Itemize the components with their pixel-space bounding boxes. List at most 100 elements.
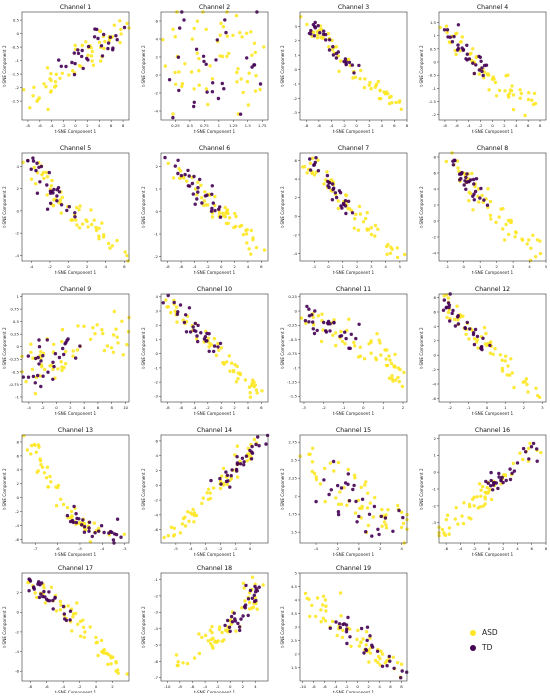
asd-point (365, 211, 369, 215)
td-point (489, 470, 493, 475)
asd-point (445, 513, 450, 517)
asd-point (444, 24, 449, 28)
asd-point (334, 343, 338, 348)
x-tick-label: 1 (479, 264, 482, 269)
td-point (344, 623, 349, 627)
asd-point (360, 506, 364, 510)
td-point (209, 209, 214, 213)
x-tick-label: -6 (317, 123, 321, 128)
td-point (392, 666, 396, 670)
td-point (312, 34, 317, 38)
y-tick-label: -1 (15, 58, 19, 63)
asd-point (521, 380, 525, 384)
td-point (472, 71, 476, 76)
asd-point (464, 332, 468, 336)
asd-point (178, 531, 183, 535)
td-point (182, 18, 186, 22)
asd-point (38, 457, 42, 461)
asd-point (488, 351, 493, 355)
td-point (229, 614, 234, 619)
td-point (192, 328, 196, 333)
x-tick-label: -1 (467, 405, 471, 410)
td-point (473, 327, 478, 332)
td-point (357, 63, 361, 68)
td-point (477, 68, 482, 72)
plot-frame (160, 11, 269, 121)
chart-panel-11: Channel 11-3 -2 -1 0 1 2-1.5-1.25-1-0.75-0.5-… (280, 286, 408, 416)
asd-point (310, 603, 314, 608)
y-tick-label: 0.5 (13, 18, 20, 23)
y-tick-label: -4 (293, 251, 297, 256)
chart-panel-2: Channel 20.25 0.5 0.75 1 1.25 1.5 1.75-4-20246… (141, 4, 269, 134)
td-point (344, 630, 349, 634)
td-point (508, 467, 512, 471)
asd-point (380, 524, 384, 528)
asd-point (367, 660, 371, 664)
asd-point (171, 176, 176, 180)
x-tick-label: -2 (216, 684, 220, 689)
asd-point (358, 354, 363, 358)
td-point (45, 338, 49, 342)
y-tick-label: -0.5 (428, 73, 436, 78)
asd-point (376, 79, 380, 84)
td-point (347, 60, 352, 65)
plot-frame (299, 434, 408, 544)
td-point (375, 649, 380, 653)
asd-point (505, 373, 509, 377)
td-point (41, 594, 45, 599)
y-tick-label: 1 (156, 186, 159, 191)
asd-point (100, 221, 104, 225)
td-point (26, 375, 31, 379)
chart-title: Channel 18 (197, 565, 232, 572)
td-point (100, 54, 105, 58)
td-point (216, 345, 220, 349)
td-point (76, 51, 81, 56)
x-tick-label: -8 (304, 123, 308, 128)
td-point (39, 384, 43, 389)
asd-point (77, 208, 81, 212)
td-point (244, 454, 249, 458)
td-point (201, 54, 206, 58)
asd-point (489, 217, 493, 221)
y-tick-label: -2 (432, 503, 436, 508)
asd-point (114, 327, 118, 331)
x-tick-label: 2 (502, 546, 505, 551)
asd-point (299, 316, 304, 320)
chart-title: Channel 7 (338, 145, 369, 152)
chart-title: Channel 4 (477, 4, 508, 11)
asd-point (365, 506, 370, 510)
asd-point (388, 251, 393, 255)
td-point (444, 306, 448, 310)
x-tick-label: -2 (322, 405, 326, 410)
y-tick-label: -4 (154, 626, 158, 631)
y-tick-label: 4 (156, 453, 159, 458)
td-point (210, 90, 215, 94)
td-point (486, 481, 490, 485)
y-axis-label: t-SNE Component 2 (141, 327, 146, 369)
asd-point (387, 101, 392, 106)
asd-point (181, 661, 185, 665)
asd-point (501, 227, 505, 231)
td-point (238, 628, 242, 633)
td-point (324, 329, 328, 333)
y-tick-label: 1.75 (288, 512, 297, 517)
td-point (372, 504, 377, 509)
asd-point (75, 601, 79, 605)
td-point (235, 455, 239, 459)
asd-point (195, 51, 199, 55)
td-point (331, 459, 336, 464)
td-point (26, 159, 30, 163)
asd-point (44, 85, 48, 89)
td-point (248, 448, 252, 453)
asd-point (314, 614, 318, 619)
asd-point (398, 367, 402, 372)
td-point (220, 81, 224, 86)
asd-point (461, 521, 466, 526)
td-point (515, 461, 520, 465)
asd-point (114, 669, 118, 673)
asd-point (363, 483, 367, 487)
asd-point (125, 21, 129, 26)
asd-point (192, 87, 196, 91)
td-point (524, 450, 528, 454)
